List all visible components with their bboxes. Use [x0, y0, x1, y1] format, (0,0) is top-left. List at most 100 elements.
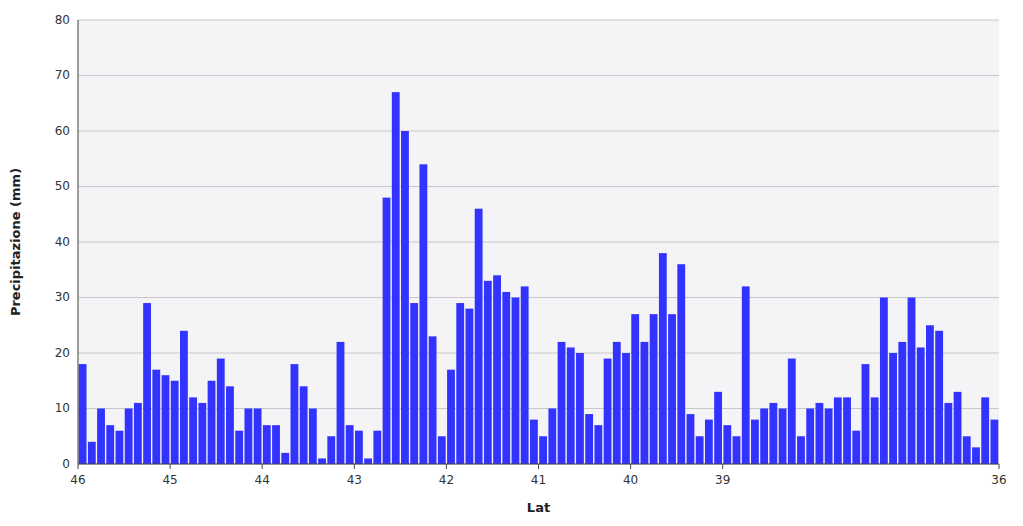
bar — [981, 397, 989, 464]
bar — [990, 420, 998, 464]
bar — [189, 397, 197, 464]
bar — [152, 370, 160, 464]
bar — [972, 447, 980, 464]
bar — [834, 397, 842, 464]
bar — [963, 436, 971, 464]
bar — [235, 431, 243, 464]
bar — [548, 409, 556, 465]
bar — [466, 309, 474, 464]
x-tick-label: 36 — [991, 473, 1006, 487]
x-tick-label: 40 — [623, 473, 638, 487]
bar — [677, 264, 685, 464]
bar — [825, 409, 833, 465]
grid — [78, 20, 999, 464]
bar — [79, 364, 87, 464]
bar — [383, 198, 391, 464]
x-tick-label: 44 — [255, 473, 270, 487]
bar — [364, 458, 372, 464]
bar — [410, 303, 418, 464]
bar — [926, 325, 934, 464]
bar — [392, 92, 400, 464]
x-tick — [354, 464, 355, 469]
bar — [567, 347, 575, 464]
bar — [604, 359, 612, 464]
x-axis-label: Lat — [527, 500, 550, 515]
bar — [208, 381, 216, 464]
bar — [447, 370, 455, 464]
bar — [272, 425, 280, 464]
x-tick-label: 42 — [439, 473, 454, 487]
grid-line — [78, 353, 999, 354]
bar — [613, 342, 621, 464]
bar — [631, 314, 639, 464]
y-tick-label: 20 — [55, 346, 70, 360]
bar — [723, 425, 731, 464]
bar — [512, 298, 520, 465]
bar — [346, 425, 354, 464]
bar — [852, 431, 860, 464]
y-tick-label: 0 — [62, 457, 70, 471]
bar — [668, 314, 676, 464]
chart: 01020304050607080464544434241403936LatPr… — [0, 0, 1023, 526]
bar — [576, 353, 584, 464]
bar — [659, 253, 667, 464]
grid-line — [78, 20, 999, 21]
bar — [779, 409, 787, 465]
bar — [143, 303, 151, 464]
bar — [742, 286, 750, 464]
bar — [456, 303, 464, 464]
y-axis-label: Precipitazione (mm) — [8, 168, 23, 316]
x-tick — [722, 464, 723, 469]
x-tick — [170, 464, 171, 469]
bar — [797, 436, 805, 464]
bar — [521, 286, 529, 464]
bar — [935, 331, 943, 464]
bar — [558, 342, 566, 464]
bar — [917, 347, 925, 464]
grid-line — [78, 408, 999, 409]
grid-line — [78, 242, 999, 243]
bar — [217, 359, 225, 464]
bar — [162, 375, 170, 464]
y-tick-label: 40 — [55, 235, 70, 249]
bar — [502, 292, 510, 464]
x-tick-label: 41 — [531, 473, 546, 487]
bar — [171, 381, 179, 464]
bar — [705, 420, 713, 464]
bar — [641, 342, 649, 464]
bar — [843, 397, 851, 464]
y-axis — [78, 20, 79, 464]
bar — [291, 364, 299, 464]
grid-line — [78, 75, 999, 76]
bar — [530, 420, 538, 464]
bar — [769, 403, 777, 464]
x-tick — [999, 464, 1000, 469]
bar — [309, 409, 317, 465]
bar — [198, 403, 206, 464]
bar — [116, 431, 124, 464]
grid-line — [78, 186, 999, 187]
x-tick-label: 39 — [715, 473, 730, 487]
bar — [180, 331, 188, 464]
x-tick-label: 46 — [70, 473, 85, 487]
bar — [281, 453, 289, 464]
bar — [419, 164, 427, 464]
bars — [79, 92, 999, 464]
bar — [254, 409, 262, 465]
grid-line — [78, 297, 999, 298]
bar — [318, 458, 326, 464]
bar — [880, 298, 888, 465]
bar — [889, 353, 897, 464]
bar — [539, 436, 547, 464]
bar — [585, 414, 593, 464]
bar — [429, 336, 437, 464]
bar — [134, 403, 142, 464]
bar — [438, 436, 446, 464]
bar — [263, 425, 271, 464]
bar — [373, 431, 381, 464]
bar — [327, 436, 335, 464]
x-tick — [630, 464, 631, 469]
bar — [898, 342, 906, 464]
y-tick-label: 70 — [55, 68, 70, 82]
bar — [493, 275, 501, 464]
